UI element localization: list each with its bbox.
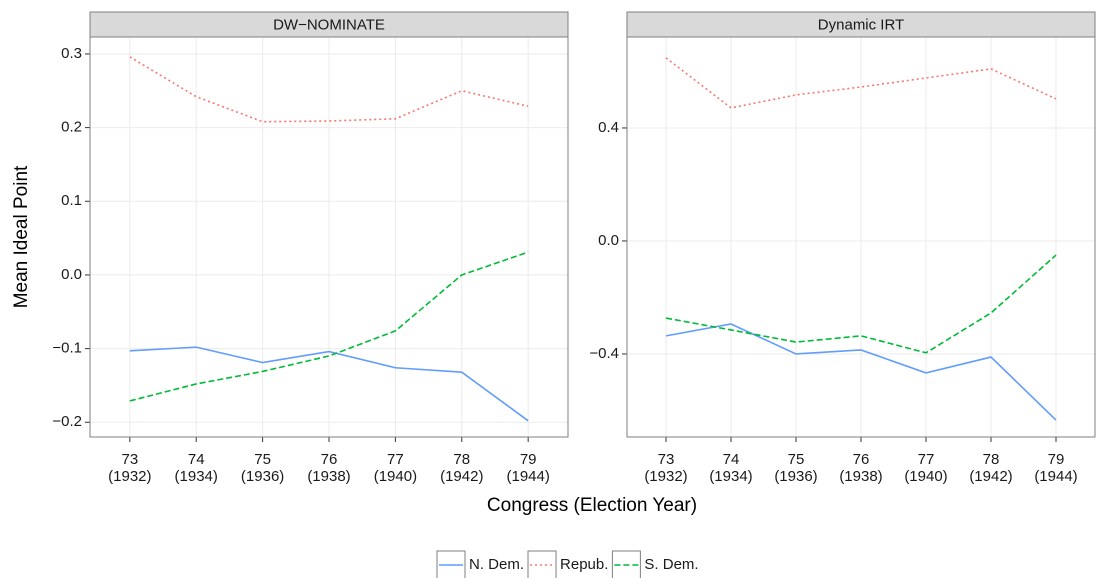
x-tick-sublabel: (1942) (969, 468, 1012, 485)
y-tick-label: 0.1 (61, 192, 82, 209)
x-tick-label: 75 (788, 451, 805, 468)
x-tick-label: 74 (188, 451, 205, 468)
y-tick-label: 0.4 (598, 119, 619, 136)
strip (89, 11, 569, 38)
x-tick-sublabel: (1934) (175, 468, 218, 485)
x-tick-sublabel: (1940) (904, 468, 947, 485)
x-tick-label: 77 (918, 451, 935, 468)
y-tick-label: 0.3 (61, 45, 82, 62)
panel-border (626, 36, 1096, 438)
y-tick-label: −0.2 (52, 413, 82, 430)
y-tick-label: 0.2 (61, 119, 82, 136)
series-line (665, 323, 1057, 421)
x-tick-label: 78 (983, 451, 1000, 468)
panel-border (89, 36, 569, 438)
x-tick-sublabel: (1938) (839, 468, 882, 485)
x-tick-sublabel: (1932) (108, 468, 151, 485)
series-line (129, 346, 529, 422)
x-tick-label: 76 (321, 451, 338, 468)
legend-label: S. Dem. (644, 556, 698, 573)
x-tick-label: 78 (453, 451, 470, 468)
x-tick-sublabel: (1936) (774, 468, 817, 485)
series-line (129, 251, 529, 402)
x-tick-label: 73 (121, 451, 138, 468)
x-tick-label: 76 (853, 451, 870, 468)
x-tick-label: 75 (254, 451, 271, 468)
legend-label: N. Dem. (469, 556, 524, 573)
x-axis-label: Congress (Election Year) (487, 495, 697, 516)
x-tick-label: 77 (387, 451, 404, 468)
x-tick-label: 73 (658, 451, 675, 468)
legend-label: Repub. (560, 556, 608, 573)
x-tick-sublabel: (1944) (1034, 468, 1077, 485)
panel-title: Dynamic IRT (818, 16, 904, 33)
y-tick-label: 0.0 (598, 232, 619, 249)
strip (626, 11, 1096, 38)
y-tick-label: −0.4 (589, 345, 619, 362)
x-tick-sublabel: (1934) (709, 468, 752, 485)
x-tick-label: 79 (520, 451, 537, 468)
y-tick-label: −0.1 (52, 340, 82, 357)
x-tick-sublabel: (1936) (241, 468, 284, 485)
panel-title: DW−NOMINATE (273, 16, 385, 33)
x-tick-sublabel: (1944) (506, 468, 549, 485)
y-axis-label: Mean Ideal Point (11, 165, 32, 308)
x-tick-sublabel: (1942) (440, 468, 483, 485)
series-line (665, 57, 1057, 109)
x-tick-label: 79 (1048, 451, 1065, 468)
x-tick-sublabel: (1938) (307, 468, 350, 485)
x-tick-sublabel: (1940) (374, 468, 417, 485)
x-tick-label: 74 (723, 451, 740, 468)
x-tick-sublabel: (1932) (644, 468, 687, 485)
series-line (665, 254, 1057, 354)
y-tick-label: 0.0 (61, 266, 82, 283)
